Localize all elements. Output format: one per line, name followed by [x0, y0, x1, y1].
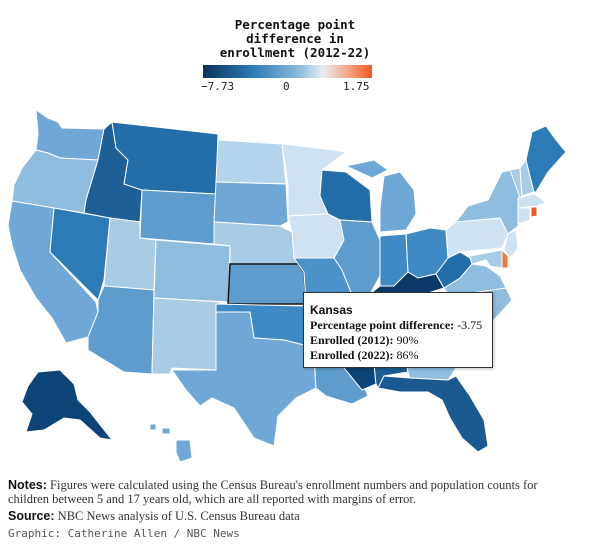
- legend-min-label: −7.73: [201, 80, 235, 93]
- tooltip-diff-label: Percentage point difference:: [310, 318, 455, 332]
- source-line: Source: NBC News analysis of U.S. Census…: [8, 509, 300, 524]
- state-tooltip: Kansas Percentage point difference: -3.7…: [303, 292, 493, 368]
- tooltip-2012-value: 90%: [396, 333, 419, 347]
- state-colorado[interactable]: [153, 239, 231, 303]
- tooltip-state-name: Kansas: [310, 303, 353, 317]
- state-alaska[interactable]: [21, 369, 114, 441]
- notes-label: Notes:: [8, 478, 47, 492]
- state-maryland[interactable]: [469, 249, 503, 269]
- state-north-dakota[interactable]: [215, 139, 287, 185]
- source-text: NBC News analysis of U.S. Census Bureau …: [54, 509, 300, 523]
- notes-text: Figures were calculated using the Census…: [8, 478, 538, 506]
- legend-mid-label: 0: [283, 80, 290, 93]
- state-new-jersey[interactable]: [503, 229, 519, 259]
- state-kansas[interactable]: [227, 263, 307, 305]
- state-wyoming[interactable]: [139, 189, 217, 245]
- state-connecticut[interactable]: [517, 207, 531, 225]
- legend-labels: −7.73 0 1.75: [195, 80, 380, 94]
- state-hawaii[interactable]: [149, 423, 193, 463]
- source-label: Source:: [8, 509, 55, 523]
- tooltip-2022-label: Enrolled (2022):: [310, 348, 394, 362]
- state-rhode-island[interactable]: [530, 206, 538, 218]
- legend-color-bar: [203, 65, 372, 78]
- notes: Notes: Figures were calculated using the…: [8, 478, 578, 506]
- legend-title-line-2: difference in: [246, 31, 344, 46]
- state-iowa[interactable]: [287, 213, 345, 259]
- legend-title: Percentage point difference in enrollmen…: [0, 18, 590, 60]
- state-massachusetts[interactable]: [517, 193, 547, 209]
- state-new-mexico[interactable]: [151, 297, 221, 375]
- state-florida[interactable]: [377, 375, 489, 453]
- tooltip-diff-value: -3.75: [457, 318, 483, 332]
- legend-title-line-1: Percentage point: [234, 17, 356, 32]
- state-montana[interactable]: [111, 121, 219, 195]
- us-map: [7, 109, 567, 463]
- tooltip-2022-value: 86%: [396, 348, 419, 362]
- state-arizona[interactable]: [87, 285, 155, 375]
- state-wisconsin[interactable]: [319, 169, 373, 223]
- legend-max-label: 1.75: [343, 80, 370, 93]
- legend-title-line-3: enrollment (2012-22): [219, 45, 371, 60]
- state-michigan[interactable]: [344, 159, 417, 233]
- state-maine[interactable]: [525, 125, 567, 193]
- tooltip-diff-row: Percentage point difference: -3.75: [310, 318, 486, 333]
- graphic-credit: Graphic: Catherine Allen / NBC News: [8, 527, 240, 540]
- tooltip-2012-label: Enrolled (2012):: [310, 333, 394, 347]
- state-south-dakota[interactable]: [213, 181, 289, 227]
- state-texas[interactable]: [171, 311, 317, 447]
- tooltip-2022-row: Enrolled (2022): 86%: [310, 348, 486, 363]
- tooltip-2012-row: Enrolled (2012): 90%: [310, 333, 486, 348]
